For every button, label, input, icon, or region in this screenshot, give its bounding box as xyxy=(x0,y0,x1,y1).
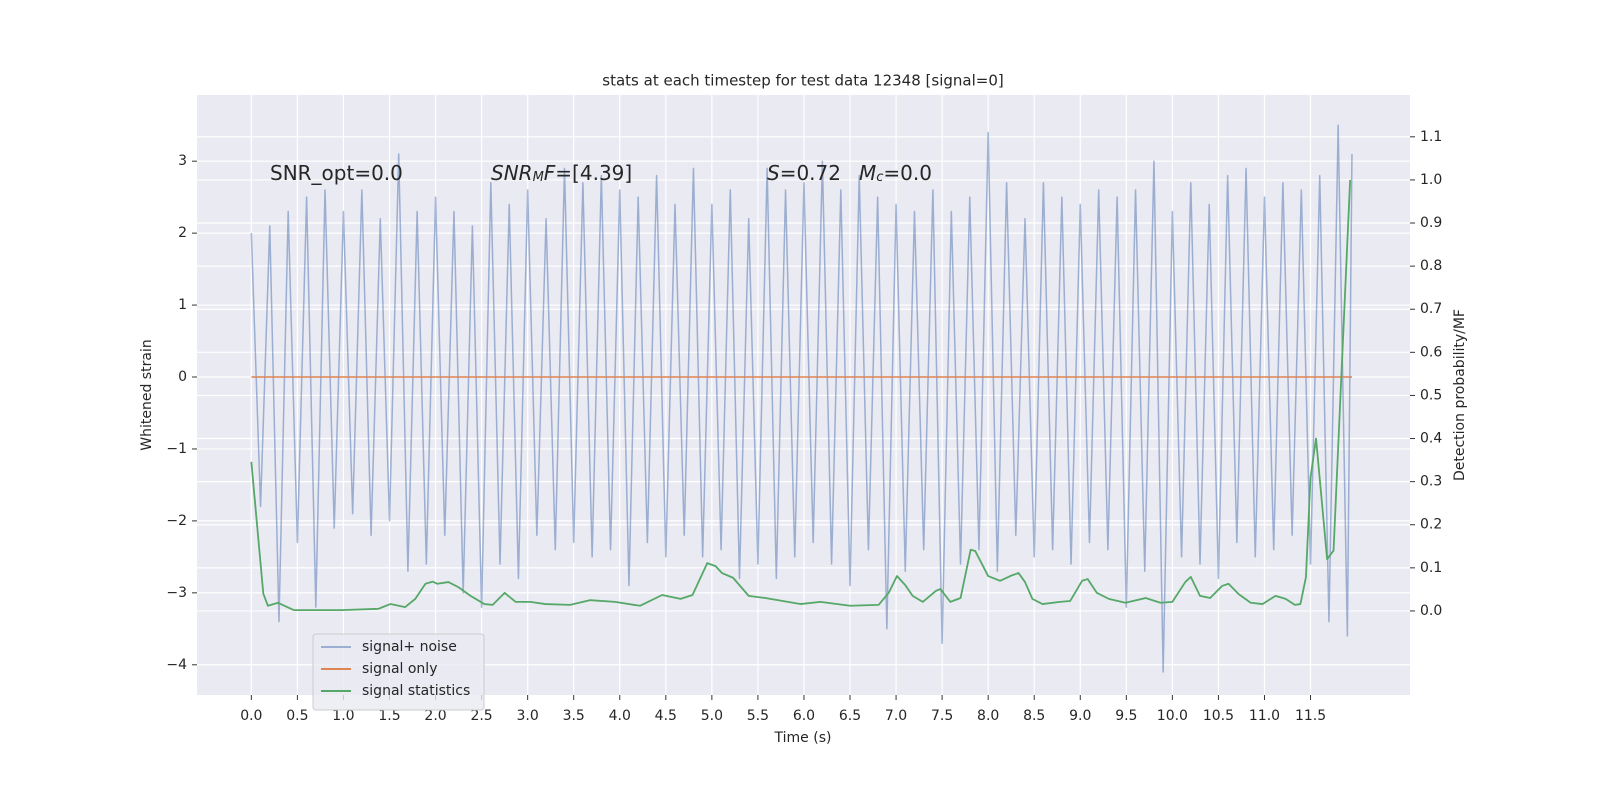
y2-tick-label: 0.9 xyxy=(1420,215,1442,231)
x-tick-label: 7.5 xyxy=(931,708,953,724)
x-tick-label: 11.0 xyxy=(1249,708,1280,724)
annotation-part: M xyxy=(533,170,544,185)
legend-label: signal+ noise xyxy=(362,639,457,655)
annotation-part: M xyxy=(859,161,876,185)
annotation: SNRMF=[4.39] xyxy=(491,161,632,185)
y2-tick-label: 0.4 xyxy=(1420,431,1442,447)
x-tick-label: 4.5 xyxy=(655,708,677,724)
y-tick-label: −3 xyxy=(166,585,187,601)
x-tick-label: 6.5 xyxy=(839,708,861,724)
annotation: Mc=0.0 xyxy=(859,161,932,185)
y2-tick-label: 0.6 xyxy=(1420,344,1442,360)
y-tick-label: 1 xyxy=(178,297,187,313)
y-tick-label: 2 xyxy=(178,225,187,241)
y2-tick-label: 0.8 xyxy=(1420,258,1442,274)
x-tick-label: 7.0 xyxy=(885,708,907,724)
x-tick-label: 6.0 xyxy=(793,708,815,724)
annotation-part: S xyxy=(767,161,780,185)
x-tick-label: 10.0 xyxy=(1157,708,1188,724)
y2-tick-label: 1.1 xyxy=(1420,129,1442,145)
y-tick-label: 0 xyxy=(178,369,187,385)
x-tick-label: 8.5 xyxy=(1023,708,1045,724)
y2-tick-label: 0.3 xyxy=(1420,474,1442,490)
y2-axis-label: Detection probability/MF xyxy=(1452,309,1468,481)
annotation-part: F xyxy=(544,161,556,185)
y2-tick-label: 0.0 xyxy=(1420,603,1442,619)
legend-label: signal only xyxy=(362,661,437,677)
y2-tick-label: 1.0 xyxy=(1420,172,1442,188)
y-axis-label: Whitened strain xyxy=(139,339,155,450)
x-tick-label: 1.0 xyxy=(332,708,354,724)
annotation: S=0.72 xyxy=(767,161,841,185)
legend-box xyxy=(312,633,485,711)
series-line xyxy=(250,124,1353,673)
x-tick-label: 5.0 xyxy=(701,708,723,724)
annotation-part: SNR_opt=0.0 xyxy=(270,161,403,185)
annotation-part: =0.0 xyxy=(883,161,932,185)
legend-label: signal statistics xyxy=(362,683,470,699)
y2-tick-label: 0.5 xyxy=(1420,387,1442,403)
annotation-part: SNR xyxy=(491,161,533,185)
x-tick-label: 8.0 xyxy=(977,708,999,724)
x-tick-label: 0.0 xyxy=(240,708,262,724)
annotation-part: =0.72 xyxy=(780,161,841,185)
x-tick-label: 9.0 xyxy=(1069,708,1091,724)
annotation-part: c xyxy=(876,170,883,185)
y-tick-label: −2 xyxy=(166,513,187,529)
annotation: SNR_opt=0.0 xyxy=(270,161,403,185)
y-tick-label: −1 xyxy=(166,441,187,457)
x-tick-label: 3.0 xyxy=(517,708,539,724)
annotation-part: =[4.39] xyxy=(555,161,632,185)
x-tick-label: 11.5 xyxy=(1295,708,1326,724)
y2-tick-label: 0.2 xyxy=(1420,517,1442,533)
x-axis-label: Time (s) xyxy=(774,730,832,746)
chart-title: stats at each timestep for test data 123… xyxy=(602,72,1003,90)
x-tick-label: 9.5 xyxy=(1115,708,1137,724)
y2-tick-label: 0.7 xyxy=(1420,301,1442,317)
y-tick-label: −4 xyxy=(166,657,187,673)
x-tick-label: 10.5 xyxy=(1203,708,1234,724)
x-tick-label: 2.0 xyxy=(424,708,446,724)
x-tick-label: 3.5 xyxy=(563,708,585,724)
y2-tick-label: 0.1 xyxy=(1420,560,1442,576)
x-tick-label: 0.5 xyxy=(286,708,308,724)
x-tick-label: 1.5 xyxy=(378,708,400,724)
x-tick-label: 5.5 xyxy=(747,708,769,724)
x-tick-label: 4.0 xyxy=(609,708,631,724)
x-tick-label: 2.5 xyxy=(470,708,492,724)
series-line xyxy=(250,179,1352,611)
y-tick-label: 3 xyxy=(178,153,187,169)
